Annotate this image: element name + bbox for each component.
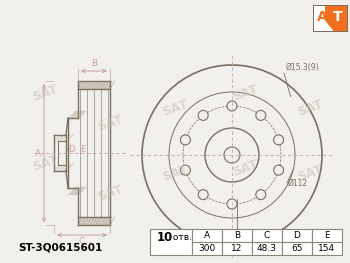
- Text: SAT: SAT: [30, 152, 60, 174]
- Text: E: E: [324, 231, 330, 240]
- Circle shape: [224, 147, 240, 163]
- Circle shape: [256, 110, 266, 120]
- Circle shape: [198, 190, 208, 200]
- Text: SAT: SAT: [230, 82, 260, 104]
- Bar: [312, 229, 342, 242]
- Text: Ø6.6: Ø6.6: [203, 237, 221, 246]
- Text: SAT: SAT: [96, 183, 125, 204]
- Text: 12: 12: [231, 244, 243, 253]
- Circle shape: [180, 165, 190, 175]
- Bar: [252, 229, 282, 242]
- Circle shape: [227, 101, 237, 111]
- Text: SAT: SAT: [160, 97, 190, 119]
- Text: C: C: [79, 237, 85, 246]
- Text: 48.3: 48.3: [257, 244, 277, 253]
- Text: 154: 154: [318, 244, 336, 253]
- Bar: [282, 229, 312, 242]
- Text: T: T: [332, 11, 342, 24]
- Bar: [282, 242, 312, 255]
- Text: 65: 65: [291, 244, 303, 253]
- Bar: [78, 217, 110, 225]
- Text: отв.: отв.: [170, 233, 192, 242]
- Text: E: E: [80, 145, 85, 154]
- Bar: [313, 5, 347, 31]
- Text: SAT: SAT: [230, 157, 260, 179]
- Bar: [313, 5, 347, 31]
- Bar: [312, 242, 342, 255]
- Bar: [222, 229, 252, 242]
- Text: A: A: [204, 231, 210, 240]
- Text: A: A: [317, 11, 328, 24]
- Bar: [78, 81, 110, 89]
- Text: B: B: [91, 59, 97, 68]
- Text: SAT: SAT: [295, 163, 324, 184]
- Text: D: D: [68, 145, 75, 154]
- Text: B: B: [234, 231, 240, 240]
- Bar: [150, 229, 192, 255]
- Text: SAT: SAT: [96, 112, 125, 134]
- Circle shape: [274, 165, 284, 175]
- Text: D: D: [294, 231, 300, 240]
- Text: SAT: SAT: [160, 163, 190, 184]
- Circle shape: [274, 135, 284, 145]
- Text: C: C: [264, 231, 270, 240]
- Text: SAT: SAT: [295, 97, 324, 119]
- Circle shape: [256, 190, 266, 200]
- Bar: [325, 5, 347, 31]
- Circle shape: [205, 128, 259, 182]
- Bar: [192, 229, 222, 242]
- Bar: [252, 242, 282, 255]
- Text: A: A: [35, 149, 41, 158]
- Circle shape: [227, 199, 237, 209]
- Bar: [192, 242, 222, 255]
- Text: SAT: SAT: [30, 82, 60, 104]
- Circle shape: [180, 135, 190, 145]
- Circle shape: [198, 110, 208, 120]
- Text: 300: 300: [198, 244, 216, 253]
- Text: 10: 10: [157, 231, 173, 244]
- Text: ST-3Q0615601: ST-3Q0615601: [18, 242, 102, 252]
- Text: Ø15.3(9): Ø15.3(9): [286, 63, 320, 72]
- Polygon shape: [313, 5, 334, 31]
- Bar: [222, 242, 252, 255]
- Text: Ø112: Ø112: [288, 179, 308, 188]
